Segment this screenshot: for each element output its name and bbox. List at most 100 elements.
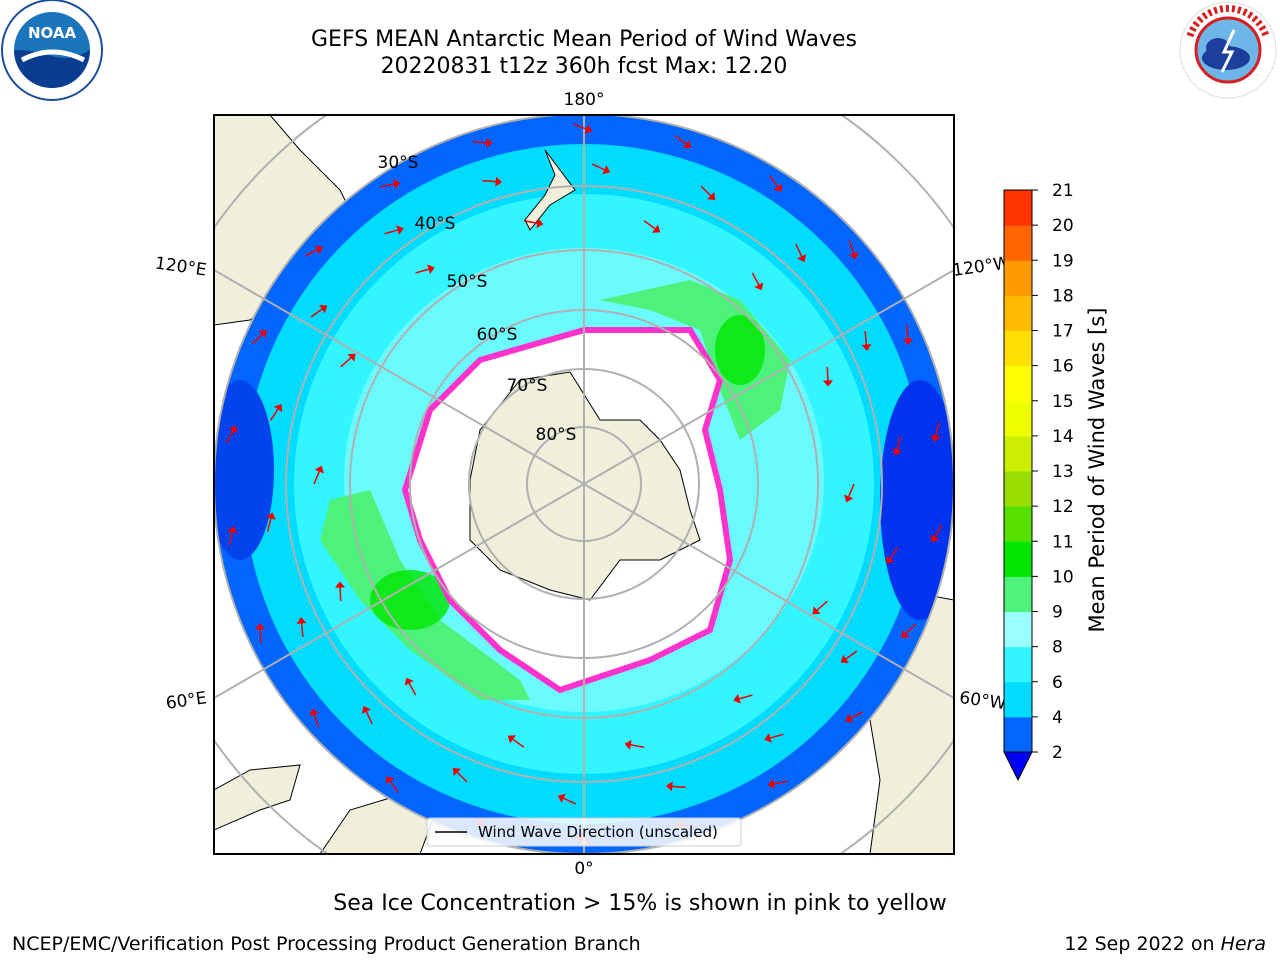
wind-wave-arrow [934,524,943,538]
wind-wave-arrow [389,780,399,793]
wind-wave-arrow [934,422,940,437]
wind-wave-arrow [795,243,803,258]
wind-wave-arrowhead [767,778,775,789]
wind-wave-arrow [300,622,304,637]
wind-wave-arrow [751,272,760,286]
wind-wave-arrow [251,333,263,345]
wind-wave-arrowhead [844,494,854,503]
wind-wave-arrowhead [652,224,661,233]
wind-wave-arrowhead [347,353,356,362]
wind-wave-arrowhead [930,434,941,442]
nws-logo [1176,0,1280,104]
wind-wave-arrowhead [319,305,328,314]
sea-ice-caption: Sea Ice Concentration > 15% is shown in … [333,891,947,916]
lon-label-60w: 60°W [958,688,1007,714]
wind-wave-arrow [225,430,234,444]
colorbar-segment [1004,611,1032,648]
wind-wave-arrowhead [495,176,502,187]
green-patch-west [320,490,530,700]
wind-wave-arrow [738,694,753,700]
colorbar-tick-label: 17 [1052,322,1074,342]
wind-wave-arrow [773,780,788,785]
colorbar-tick-label: 19 [1052,251,1074,271]
wind-wave-arrowhead [335,581,346,588]
colorbar-tick-label: 18 [1052,286,1074,306]
wind-wave-arrowhead [309,708,319,717]
colorbar-tick-label: 9 [1052,603,1063,623]
colorbar-segment [1004,190,1032,226]
colorbar-under-extension [1003,751,1033,782]
wind-wave-arrowhead [812,606,821,615]
colorbar-tick-label: 8 [1052,638,1063,658]
wind-wave-arrowhead [707,192,716,201]
colorbar-label: Mean Period of Wind Waves [s] [1085,308,1109,633]
wind-wave-arrowhead [452,767,461,776]
footer-machine: Hera [1220,933,1266,955]
wind-wave-legend: Wind Wave Direction (unscaled) [426,817,742,847]
colorbar-segment [1004,330,1032,367]
wind-wave-arrow [905,623,917,635]
wind-wave-arrowhead [584,124,593,134]
wind-wave-arrow [415,268,430,274]
wind-wave-arrowhead [228,425,238,434]
wind-wave-arrowhead [266,512,276,520]
wind-wave-arrow [339,587,342,602]
wind-wave-arrowhead [396,225,404,235]
lon-label-60e: 60°E [165,688,208,713]
footer-date: 12 Sep 2022 on Hera [1064,933,1266,955]
wind-wave-arrow [591,163,606,171]
wind-wave-arrow [408,682,417,696]
footer-org: NCEP/EMC/Verification Post Processing Pr… [12,933,641,955]
lat-label-30s: 30°S [378,153,419,173]
wind-wave-arrowhead [485,137,493,148]
wind-wave-arrow [456,771,468,783]
wind-wave-arrowhead [536,218,544,229]
wind-wave-arrowhead [885,555,895,564]
wind-wave-arrowhead [404,677,414,686]
colorbar-segment [1004,576,1032,612]
wind-wave-arrow [848,240,855,255]
wind-wave-arrowhead [255,623,266,630]
wind-wave-arrowhead [902,338,913,345]
colorbar-tick-label: 16 [1052,357,1074,377]
wind-wave-arrow [482,179,497,183]
lat-label-70s: 70°S [507,376,548,396]
chart-subtitle: 20220831 t12z 360h fcst Max: 12.20 [380,54,788,79]
colorbar-tick-label: 2 [1052,743,1063,763]
colorbar-tick-label: 6 [1052,673,1063,693]
wind-wave-arrowhead [773,183,782,192]
wind-wave-arrowhead [797,254,807,263]
longitude-grid [214,115,954,854]
wind-wave-arrow [845,650,858,660]
wind-wave-arrowhead [507,735,516,744]
colorbar-tick-label: 14 [1052,427,1074,447]
lon-label-180: 180° [564,90,605,110]
wind-wave-arrow [889,547,899,560]
wind-wave-arrowhead [624,739,632,750]
colorbar-segment [1004,260,1032,296]
noaa-logo-text: NOAA [28,24,77,42]
wind-wave-arrow [896,436,902,451]
wind-wave-arrow [700,185,712,197]
wind-wave-arrow [769,733,784,739]
colorbar-segment [1004,716,1032,753]
colorbar-tick-label: 13 [1052,462,1074,482]
wind-wave-arrowhead [849,251,859,260]
wind-wave-arrow [313,713,320,728]
wind-wave-arrowhead [361,705,371,714]
ocean-field [214,115,954,854]
wind-wave-arrow [849,711,864,720]
colorbar: 2 4 6 8 9 10 11 12 13 14 15 16 17 18 19 20 21 [1003,181,1074,782]
colorbar-tick-label: 11 [1052,532,1074,552]
wind-wave-arrow [675,135,688,145]
wind-wave-arrowhead [258,330,267,339]
wind-wave-arrow [643,220,656,230]
colorbar-segment [1004,400,1032,437]
colorbar-segment [1004,506,1032,542]
lon-label-0: 0° [574,859,593,879]
wind-wave-arrowhead [557,793,566,803]
wind-wave-arrowhead [683,140,692,149]
wind-wave-arrow [269,408,279,421]
wind-wave-arrow [523,220,538,224]
africa-land [214,764,301,831]
